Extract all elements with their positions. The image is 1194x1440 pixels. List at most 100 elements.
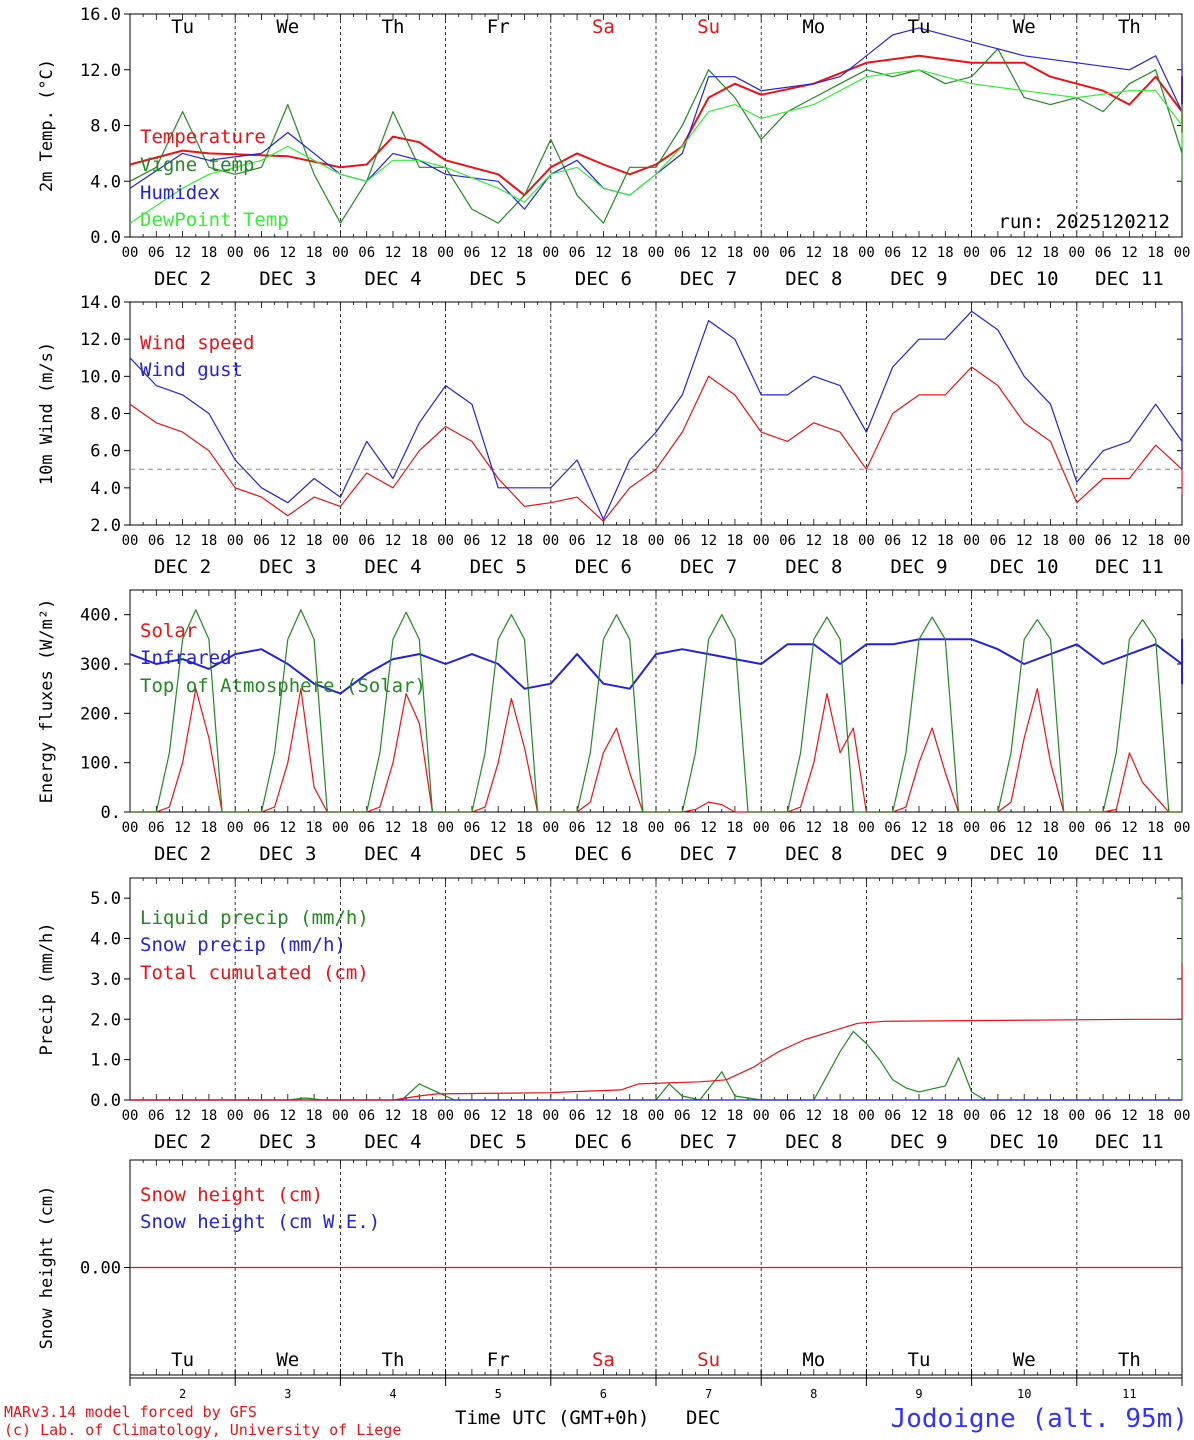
hour-tick-label: 12 <box>1016 1108 1033 1124</box>
hour-tick-label: 00 <box>227 245 244 261</box>
hour-tick-label: 00 <box>542 245 559 261</box>
hour-tick-label: 12 <box>490 1108 507 1124</box>
hour-tick-label: 12 <box>385 533 402 549</box>
y-tick-label: 1.0 <box>90 1051 121 1071</box>
hour-tick-label: 18 <box>200 533 217 549</box>
legend-entry: Snow height (cm W.E.) <box>140 1211 380 1233</box>
y-axis-label: Snow height (cm) <box>37 1186 57 1350</box>
hour-tick-label: 06 <box>253 820 270 836</box>
hour-tick-label: 12 <box>385 245 402 261</box>
series-line-top-of-atmosphere-solar- <box>130 609 1182 813</box>
date-label: DEC 5 <box>470 268 527 290</box>
hour-tick-label: 00 <box>1068 245 1085 261</box>
hour-tick-label: 00 <box>1174 1108 1191 1124</box>
date-label: DEC 4 <box>364 268 421 290</box>
day-number-label: 10 <box>1017 1387 1031 1401</box>
y-tick-label: 2.0 <box>90 1010 121 1030</box>
hour-tick-label: 06 <box>569 1108 586 1124</box>
date-label: DEC 8 <box>785 268 842 290</box>
weekday-label: Th <box>1118 16 1141 38</box>
hour-tick-label: 06 <box>989 533 1006 549</box>
hour-tick-label: 00 <box>332 1108 349 1124</box>
hour-tick-label: 06 <box>253 245 270 261</box>
hour-tick-label: 12 <box>1121 1108 1138 1124</box>
weekday-label: Th <box>382 1349 405 1371</box>
hour-tick-label: 06 <box>148 1108 165 1124</box>
legend-entry: Snow height (cm) <box>140 1184 323 1206</box>
hour-tick-label: 18 <box>1147 245 1164 261</box>
y-tick-label: 200. <box>80 704 121 724</box>
hour-tick-label: 18 <box>1042 245 1059 261</box>
legend-entry: Solar <box>140 620 197 642</box>
hour-tick-label: 12 <box>490 245 507 261</box>
date-label: DEC 9 <box>890 556 947 578</box>
hour-tick-label: 18 <box>832 1108 849 1124</box>
hour-tick-label: 06 <box>1095 820 1112 836</box>
date-label: DEC 8 <box>785 556 842 578</box>
hour-tick-label: 00 <box>858 820 875 836</box>
hour-tick-label: 12 <box>700 820 717 836</box>
y-tick-label: 0.0 <box>90 1091 121 1111</box>
date-label: DEC 4 <box>364 1131 421 1153</box>
weekday-label: Sa <box>592 1349 615 1371</box>
hour-tick-label: 00 <box>122 820 139 836</box>
hour-tick-label: 06 <box>569 820 586 836</box>
hour-tick-label: 06 <box>989 1108 1006 1124</box>
hour-tick-label: 12 <box>385 820 402 836</box>
y-tick-label: 4.0 <box>90 930 121 950</box>
date-label: DEC 4 <box>364 843 421 865</box>
date-label: DEC 6 <box>575 556 632 578</box>
hour-tick-label: 00 <box>963 245 980 261</box>
hour-tick-label: 06 <box>569 533 586 549</box>
hour-tick-label: 12 <box>805 245 822 261</box>
hour-tick-label: 06 <box>674 245 691 261</box>
hour-tick-label: 00 <box>437 245 454 261</box>
hour-tick-label: 00 <box>648 245 665 261</box>
hour-tick-label: 18 <box>1147 533 1164 549</box>
hour-tick-label: 06 <box>148 245 165 261</box>
y-axis-label: 2m Temp. (°C) <box>37 59 57 192</box>
hour-tick-label: 00 <box>227 820 244 836</box>
hour-tick-label: 06 <box>463 533 480 549</box>
date-label: DEC 6 <box>575 1131 632 1153</box>
weekday-label: Mo <box>802 16 825 38</box>
hour-tick-label: 18 <box>1042 1108 1059 1124</box>
legend-entry: Liquid precip (mm/h) <box>140 907 369 929</box>
day-number-label: 6 <box>600 1387 607 1401</box>
hour-tick-label: 00 <box>122 245 139 261</box>
hour-tick-label: 12 <box>700 533 717 549</box>
series-line-dewpoint-temp <box>129 69 1183 224</box>
date-label: DEC 2 <box>154 1131 211 1153</box>
hour-tick-label: 06 <box>779 533 796 549</box>
hour-tick-label: 12 <box>805 820 822 836</box>
date-label: DEC 3 <box>259 268 316 290</box>
hour-tick-label: 00 <box>542 533 559 549</box>
hour-tick-label: 18 <box>306 533 323 549</box>
date-label: DEC 10 <box>990 268 1059 290</box>
date-label: DEC 2 <box>154 556 211 578</box>
hour-tick-label: 18 <box>726 533 743 549</box>
hour-tick-label: 18 <box>200 1108 217 1124</box>
hour-tick-label: 00 <box>227 533 244 549</box>
legend-entry: Infrared <box>140 647 232 669</box>
legend-entry: Snow precip (mm/h) <box>140 934 346 956</box>
weekday-label: We <box>276 1349 299 1371</box>
day-number-label: 2 <box>179 1387 186 1401</box>
hour-tick-label: 18 <box>1042 533 1059 549</box>
series-line-wind-speed <box>129 366 1183 522</box>
hour-tick-label: 06 <box>358 533 375 549</box>
hour-tick-label: 18 <box>937 1108 954 1124</box>
x-axis-month: DEC <box>686 1407 720 1429</box>
hour-tick-label: 00 <box>1174 245 1191 261</box>
y-axis-label: 10m Wind (m/s) <box>37 342 57 485</box>
hour-tick-label: 18 <box>411 1108 428 1124</box>
series-line-solar <box>130 688 1182 813</box>
date-label: DEC 11 <box>1095 556 1164 578</box>
hour-tick-label: 00 <box>122 1108 139 1124</box>
hour-tick-label: 12 <box>911 1108 928 1124</box>
hour-tick-label: 00 <box>753 1108 770 1124</box>
hour-tick-label: 06 <box>884 820 901 836</box>
hour-tick-label: 12 <box>595 533 612 549</box>
hour-tick-label: 00 <box>1174 533 1191 549</box>
